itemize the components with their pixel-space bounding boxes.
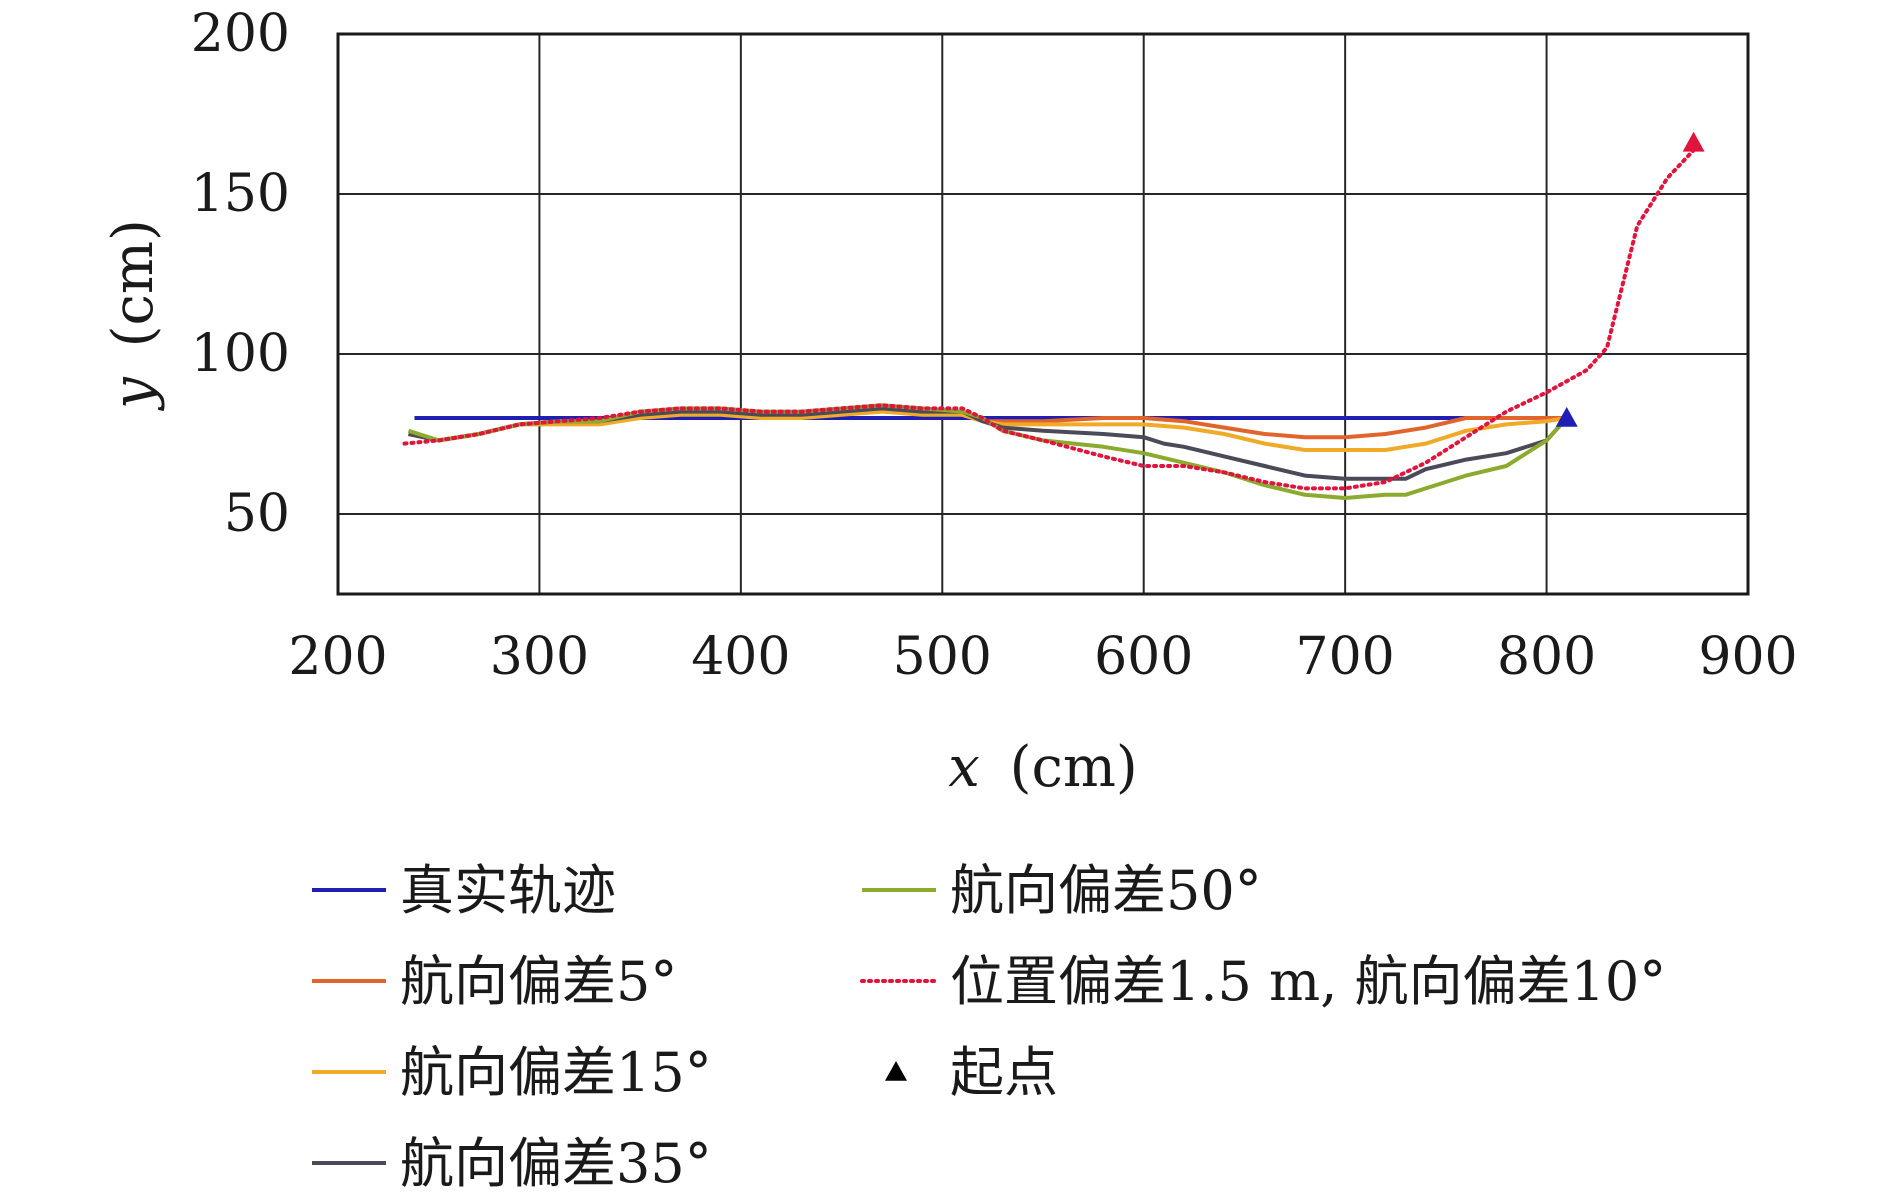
x-tick-label: 800	[1497, 627, 1596, 687]
legend-label: 起点	[950, 1041, 1058, 1104]
legend-item: 航向偏差5°	[312, 950, 677, 1013]
start-marker	[1682, 131, 1705, 152]
legend-label: 位置偏差1.5 m, 航向偏差10°	[950, 950, 1666, 1013]
legend-label: 航向偏差15°	[400, 1041, 712, 1104]
x-tick-label: 700	[1296, 627, 1395, 687]
legend-marker	[885, 1061, 907, 1081]
legend-item: 位置偏差1.5 m, 航向偏差10°	[860, 950, 1666, 1013]
tick-labels: 200 300 400 500 600 700 800 900 50 100 150 200	[191, 4, 1798, 687]
x-axis-unit: (cm)	[1010, 735, 1138, 800]
y-axis-label: y (cm)	[101, 219, 166, 412]
y-tick-label: 50	[224, 484, 290, 544]
legend-item: 航向偏差35°	[312, 1132, 712, 1195]
series-line-6	[402, 144, 1700, 491]
y-tick-label: 150	[191, 164, 290, 224]
x-axis-variable: x	[948, 735, 980, 800]
y-tick-label: 200	[191, 4, 290, 64]
start-marker	[1555, 407, 1578, 427]
x-tick-label: 300	[490, 627, 589, 687]
x-tick-label: 500	[893, 627, 992, 687]
legend-item: 航向偏差15°	[312, 1041, 712, 1104]
x-tick-label: 200	[288, 627, 387, 687]
x-tick-label: 600	[1094, 627, 1193, 687]
legend-item: 航向偏差50°	[862, 859, 1262, 922]
x-tick-label: 900	[1698, 627, 1797, 687]
y-axis-variable: y	[101, 376, 166, 412]
plot-frame	[336, 32, 1750, 596]
legend-label: 航向偏差50°	[950, 859, 1262, 922]
legend-item: 起点	[885, 1041, 1058, 1104]
legend-label: 航向偏差35°	[400, 1132, 712, 1195]
legend-item: 真实轨迹	[312, 859, 616, 922]
plot-series	[402, 144, 1700, 500]
x-tick-label: 400	[691, 627, 790, 687]
start-markers	[1555, 131, 1705, 427]
x-axis-label: x (cm)	[948, 735, 1138, 800]
legend-label: 航向偏差5°	[400, 950, 677, 1013]
y-tick-label: 100	[191, 324, 290, 384]
y-axis-unit: (cm)	[101, 219, 166, 347]
legend-label: 真实轨迹	[400, 859, 616, 922]
grid-lines	[337, 33, 1749, 594]
